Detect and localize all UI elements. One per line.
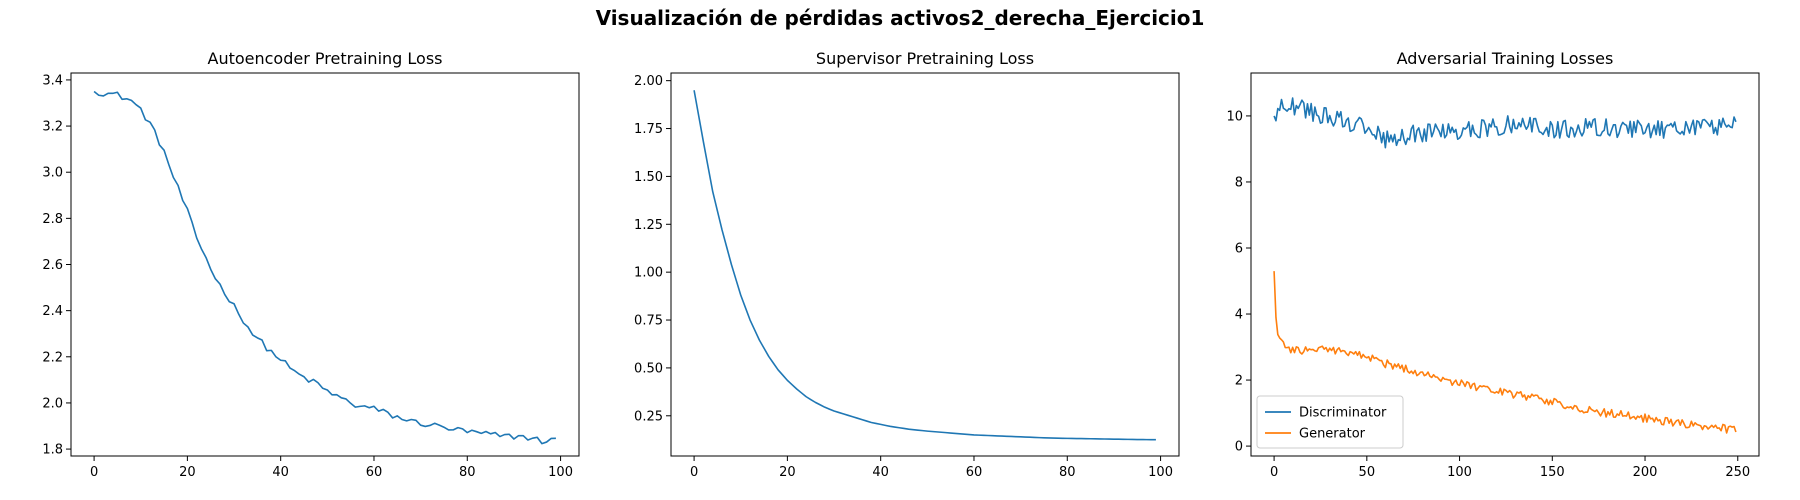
chart-panel-2: Supervisor Pretraining Loss 0 20 40 60 80 100 0… <box>634 49 1180 480</box>
y-tick-label: 2.00 <box>634 74 663 89</box>
series-line-generator <box>1273 271 1737 434</box>
y-tick-label: 0.25 <box>634 409 663 424</box>
axes-frame <box>670 72 1180 457</box>
legend-box <box>1256 395 1404 449</box>
series-line-1 <box>93 90 556 445</box>
y-tick-label: 0.50 <box>634 361 663 376</box>
y-tick-label: 1.8 <box>42 443 63 458</box>
legend: Discriminator Generator <box>1256 395 1404 449</box>
x-tick-label: 100 <box>1447 465 1472 480</box>
y-tick-label: 3.2 <box>42 120 63 135</box>
y-tick-label: 2.0 <box>42 396 63 411</box>
chart-title: Autoencoder Pretraining Loss <box>208 49 443 68</box>
y-tick-label: 10 <box>1226 109 1243 124</box>
x-tick-label: 60 <box>366 465 383 480</box>
y-tick-label: 0.75 <box>634 314 663 329</box>
x-tick-label: 80 <box>459 465 476 480</box>
series-line-2 <box>693 90 1156 441</box>
x-tick-label: 80 <box>1059 465 1076 480</box>
chart-panel-1: Autoencoder Pretraining Loss 0 20 40 60 80 100… <box>42 49 580 480</box>
x-tick-label: 200 <box>1633 465 1658 480</box>
x-tick-label: 0 <box>1270 465 1278 480</box>
y-tick-label: 1.50 <box>634 170 663 185</box>
y-tick-label: 2 <box>1235 374 1243 389</box>
x-tick-label: 150 <box>1540 465 1565 480</box>
x-tick-label: 0 <box>90 465 98 480</box>
figure-suptitle: Visualización de pérdidas activos2_derec… <box>595 6 1205 30</box>
y-tick-label: 2.2 <box>42 350 63 365</box>
y-tick-label: 2.6 <box>42 258 63 273</box>
y-tick-label: 6 <box>1235 241 1243 256</box>
axes-frame <box>70 72 580 457</box>
x-tick-label: 250 <box>1725 465 1750 480</box>
chart-title: Adversarial Training Losses <box>1397 49 1614 68</box>
x-tick-label: 50 <box>1359 465 1376 480</box>
x-tick-label: 20 <box>779 465 796 480</box>
x-tick-label: 100 <box>548 465 573 480</box>
y-tick-label: 1.00 <box>634 266 663 281</box>
series-line-discriminator <box>1273 97 1737 149</box>
y-tick-label: 1.75 <box>634 122 663 137</box>
chart-title: Supervisor Pretraining Loss <box>816 49 1034 68</box>
x-tick-label: 20 <box>179 465 196 480</box>
legend-label-discriminator: Discriminator <box>1299 406 1387 421</box>
y-tick-label: 1.25 <box>634 218 663 233</box>
y-tick-label: 0 <box>1235 440 1243 455</box>
axes-frame <box>1250 72 1760 457</box>
y-tick-label: 2.8 <box>42 212 63 227</box>
x-tick-label: 0 <box>690 465 698 480</box>
y-tick-label: 3.0 <box>42 166 63 181</box>
y-tick-label: 3.4 <box>42 73 63 88</box>
x-tick-label: 40 <box>272 465 289 480</box>
x-tick-label: 40 <box>872 465 889 480</box>
y-tick-label: 2.4 <box>42 304 63 319</box>
y-tick-label: 8 <box>1235 175 1243 190</box>
legend-label-generator: Generator <box>1299 427 1366 442</box>
y-tick-label: 4 <box>1235 308 1243 323</box>
x-tick-label: 100 <box>1148 465 1173 480</box>
x-tick-label: 60 <box>966 465 983 480</box>
